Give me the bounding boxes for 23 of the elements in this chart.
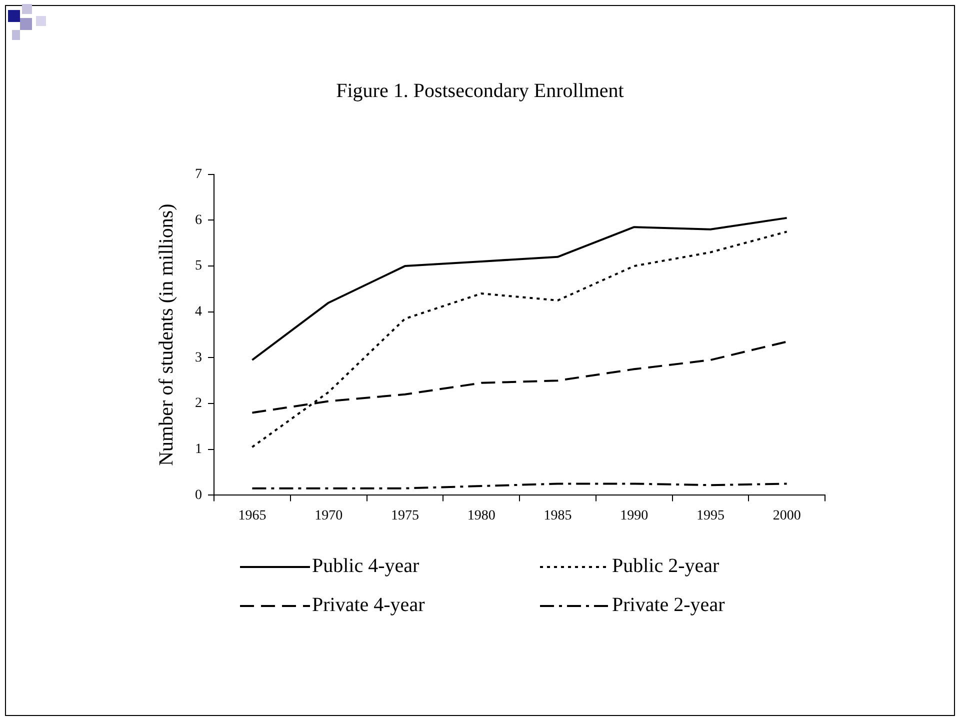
y-tick-label: 3 [195,350,202,366]
legend-label: Private 2-year [612,594,725,617]
legend-label: Public 4-year [312,555,420,578]
y-tick-label: 2 [195,396,202,412]
x-tick-label: 1990 [620,508,648,524]
y-tick-label: 4 [195,304,202,320]
line-series [251,230,788,448]
legend-label: Private 4-year [312,594,425,617]
y-tick-label: 0 [195,488,202,503]
y-tick-label: 1 [195,442,202,458]
y-axis-title: Number of students (in millions) [155,204,178,466]
x-tick-label: 1965 [238,508,266,524]
chart-title: Figure 1. Postsecondary Enrollment [335,80,625,103]
y-tick-label: 5 [195,258,202,274]
y-tick-label: 6 [195,212,202,228]
x-tick-label: 1970 [314,508,343,524]
x-tick-label: 1975 [390,508,419,524]
legend-label: Public 2-year [612,555,720,578]
x-tick-label: 1985 [544,508,572,524]
x-tick-label: 1995 [696,508,724,524]
y-tick-label: 7 [195,167,202,182]
x-tick-label: 2000 [772,508,801,524]
x-tick-label: 1980 [467,508,496,524]
